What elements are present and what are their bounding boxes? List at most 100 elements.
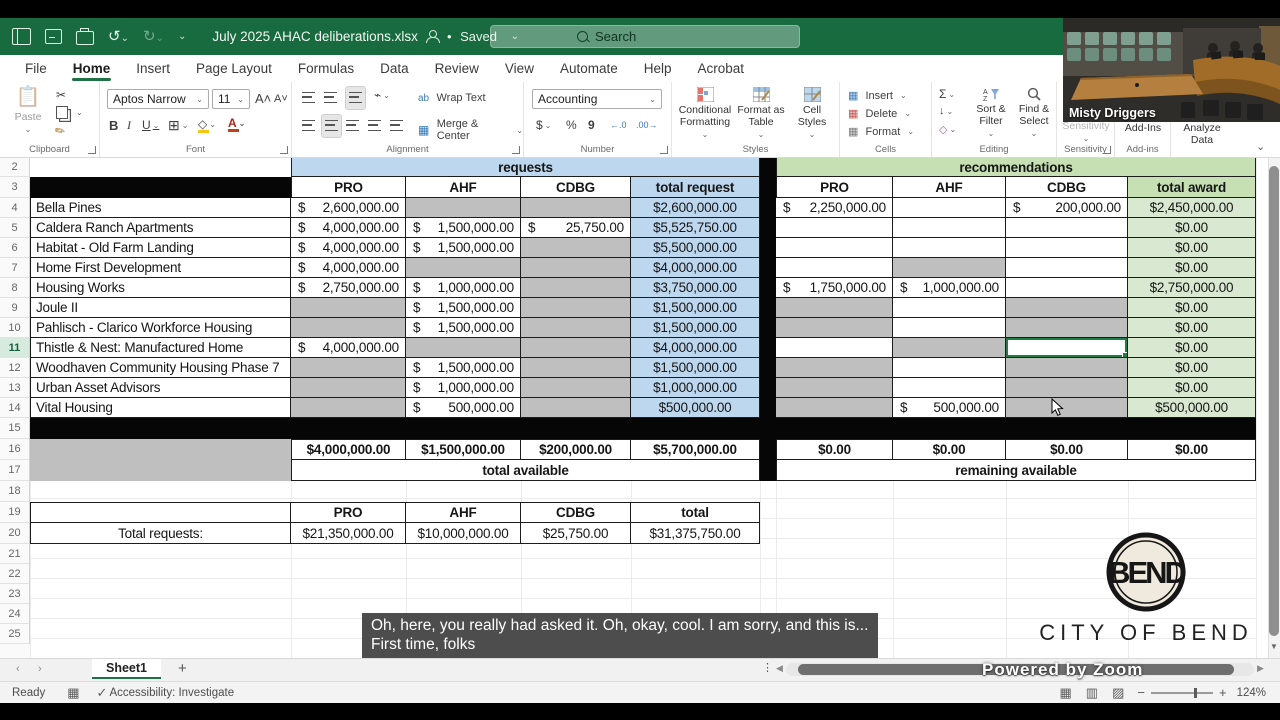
cell-A16-gray[interactable]: [30, 439, 291, 481]
align-top-icon[interactable]: [302, 90, 315, 108]
total-award-11[interactable]: $0.00: [1128, 338, 1256, 358]
header-req-ahf[interactable]: AHF: [406, 177, 521, 198]
rec-F13[interactable]: [776, 378, 893, 398]
req-C6[interactable]: $1,500,000.00: [406, 238, 521, 258]
rec-G9[interactable]: [893, 298, 1006, 318]
rec-F8[interactable]: $1,750,000.00: [776, 278, 893, 298]
row-header-17[interactable]: 17: [0, 460, 30, 481]
italic-button[interactable]: I: [127, 118, 131, 132]
row-header-15[interactable]: 15: [0, 418, 30, 439]
total-request-6[interactable]: $5,500,000.00: [631, 238, 760, 258]
rec-G5[interactable]: [893, 218, 1006, 238]
requests-banner[interactable]: requests: [291, 158, 760, 177]
clear-icon[interactable]: ◇ ⌄: [939, 124, 957, 136]
rec-F11[interactable]: [776, 338, 893, 358]
cell-A2[interactable]: [30, 158, 291, 177]
row-header-6[interactable]: 6: [0, 238, 30, 258]
project-name-cell[interactable]: Thistle & Nest: Manufactured Home: [30, 338, 291, 358]
rec-G13[interactable]: [893, 378, 1006, 398]
row-header-14[interactable]: 14: [0, 398, 30, 418]
row-header-4[interactable]: 4: [0, 198, 30, 218]
req-D8[interactable]: [521, 278, 631, 298]
project-name-cell[interactable]: Woodhaven Community Housing Phase 7: [30, 358, 291, 378]
row-header-18[interactable]: 18: [0, 481, 30, 502]
macro-record-icon[interactable]: ▦: [67, 684, 80, 700]
analyze-data-button[interactable]: Analyze Data: [1183, 122, 1221, 147]
req-D10[interactable]: [521, 318, 631, 338]
scroll-down-icon[interactable]: ▼: [1270, 642, 1278, 651]
total-req-C[interactable]: $1,500,000.00: [406, 439, 521, 460]
header-rec-cdbg[interactable]: CDBG: [1006, 177, 1128, 198]
accounting-format-icon[interactable]: $ ⌄: [536, 118, 552, 132]
fill-down-icon[interactable]: ↓ ⌄: [939, 105, 954, 117]
ribbon-tab-formulas[interactable]: Formulas: [297, 61, 355, 76]
copy-icon[interactable]: [56, 106, 68, 119]
sensitivity-dialog-launcher[interactable]: [1103, 146, 1111, 154]
rec-F6[interactable]: [776, 238, 893, 258]
undo-icon[interactable]: ↺⌄: [108, 28, 129, 45]
ribbon-tab-automate[interactable]: Automate: [559, 61, 618, 76]
delete-cells-button[interactable]: ▦ Delete ⌄: [848, 107, 912, 121]
selected-cell[interactable]: [1006, 338, 1128, 358]
ribbon-tab-acrobat[interactable]: Acrobat: [697, 61, 745, 76]
project-name-cell[interactable]: Caldera Ranch Apartments: [30, 218, 291, 238]
req-B7[interactable]: $4,000,000.00: [291, 258, 406, 278]
req-D5[interactable]: $25,750.00: [521, 218, 631, 238]
row-header-23[interactable]: 23: [0, 584, 30, 604]
bottom-header-B[interactable]: PRO: [291, 502, 406, 523]
sensitivity-button[interactable]: Sensitivity ⌄: [1062, 120, 1110, 144]
customize-toolbar-icon[interactable]: ⌄: [177, 31, 187, 42]
total-award-12[interactable]: $0.00: [1128, 358, 1256, 378]
increase-decimal-icon[interactable]: ←.0: [610, 120, 627, 130]
req-C10[interactable]: $1,500,000.00: [406, 318, 521, 338]
next-sheet-icon[interactable]: ›: [38, 663, 42, 675]
req-C12[interactable]: $1,500,000.00: [406, 358, 521, 378]
bottom-header-E[interactable]: total: [631, 502, 760, 523]
zoom-slider[interactable]: [1150, 687, 1213, 698]
rec-G6[interactable]: [893, 238, 1006, 258]
recommendations-banner[interactable]: recommendations: [776, 158, 1256, 177]
cut-icon[interactable]: ✂: [56, 88, 67, 102]
rec-H10[interactable]: [1006, 318, 1128, 338]
total-available-label[interactable]: total available: [291, 460, 760, 481]
row-header-10[interactable]: 10: [0, 318, 30, 338]
rec-G12[interactable]: [893, 358, 1006, 378]
total-request-13[interactable]: $1,000,000.00: [631, 378, 760, 398]
rec-H9[interactable]: [1006, 298, 1128, 318]
req-D4[interactable]: [521, 198, 631, 218]
normal-view-icon[interactable]: ▦: [1059, 684, 1072, 700]
ribbon-tab-home[interactable]: Home: [60, 55, 124, 82]
total-award-5[interactable]: $0.00: [1128, 218, 1256, 238]
rec-F4[interactable]: $2,250,000.00: [776, 198, 893, 218]
rec-G10[interactable]: [893, 318, 1006, 338]
row-header-12[interactable]: 12: [0, 358, 30, 378]
increase-indent-icon[interactable]: [390, 118, 403, 136]
row-header-19[interactable]: 19: [0, 502, 30, 523]
total-request-4[interactable]: $2,600,000.00: [631, 198, 760, 218]
row-header-20[interactable]: 20: [0, 523, 30, 544]
req-B14[interactable]: [291, 398, 406, 418]
format-as-table-button[interactable]: Format as Table ⌄: [735, 87, 787, 139]
total-request-12[interactable]: $1,500,000.00: [631, 358, 760, 378]
clipboard-dialog-launcher[interactable]: [88, 146, 96, 154]
req-B4[interactable]: $2,600,000.00: [291, 198, 406, 218]
rec-F14[interactable]: [776, 398, 893, 418]
req-B10[interactable]: [291, 318, 406, 338]
ribbon-tab-review[interactable]: Review: [434, 61, 479, 76]
total-award-10[interactable]: $0.00: [1128, 318, 1256, 338]
save-icon[interactable]: [45, 29, 62, 44]
share-person-icon[interactable]: [425, 30, 440, 43]
rec-H7[interactable]: [1006, 258, 1128, 278]
total-request-8[interactable]: $3,750,000.00: [631, 278, 760, 298]
total-award-9[interactable]: $0.00: [1128, 298, 1256, 318]
header-total-request[interactable]: total request: [631, 177, 760, 198]
total-requests-label[interactable]: Total requests:: [30, 523, 291, 544]
req-C5[interactable]: $1,500,000.00: [406, 218, 521, 238]
req-B6[interactable]: $4,000,000.00: [291, 238, 406, 258]
project-name-cell[interactable]: Habitat - Old Farm Landing: [30, 238, 291, 258]
ribbon-tab-insert[interactable]: Insert: [136, 61, 171, 76]
new-sheet-button[interactable]: +: [178, 660, 187, 677]
page-break-view-icon[interactable]: ▨: [1112, 684, 1125, 700]
remaining-available-label[interactable]: remaining available: [776, 460, 1256, 481]
